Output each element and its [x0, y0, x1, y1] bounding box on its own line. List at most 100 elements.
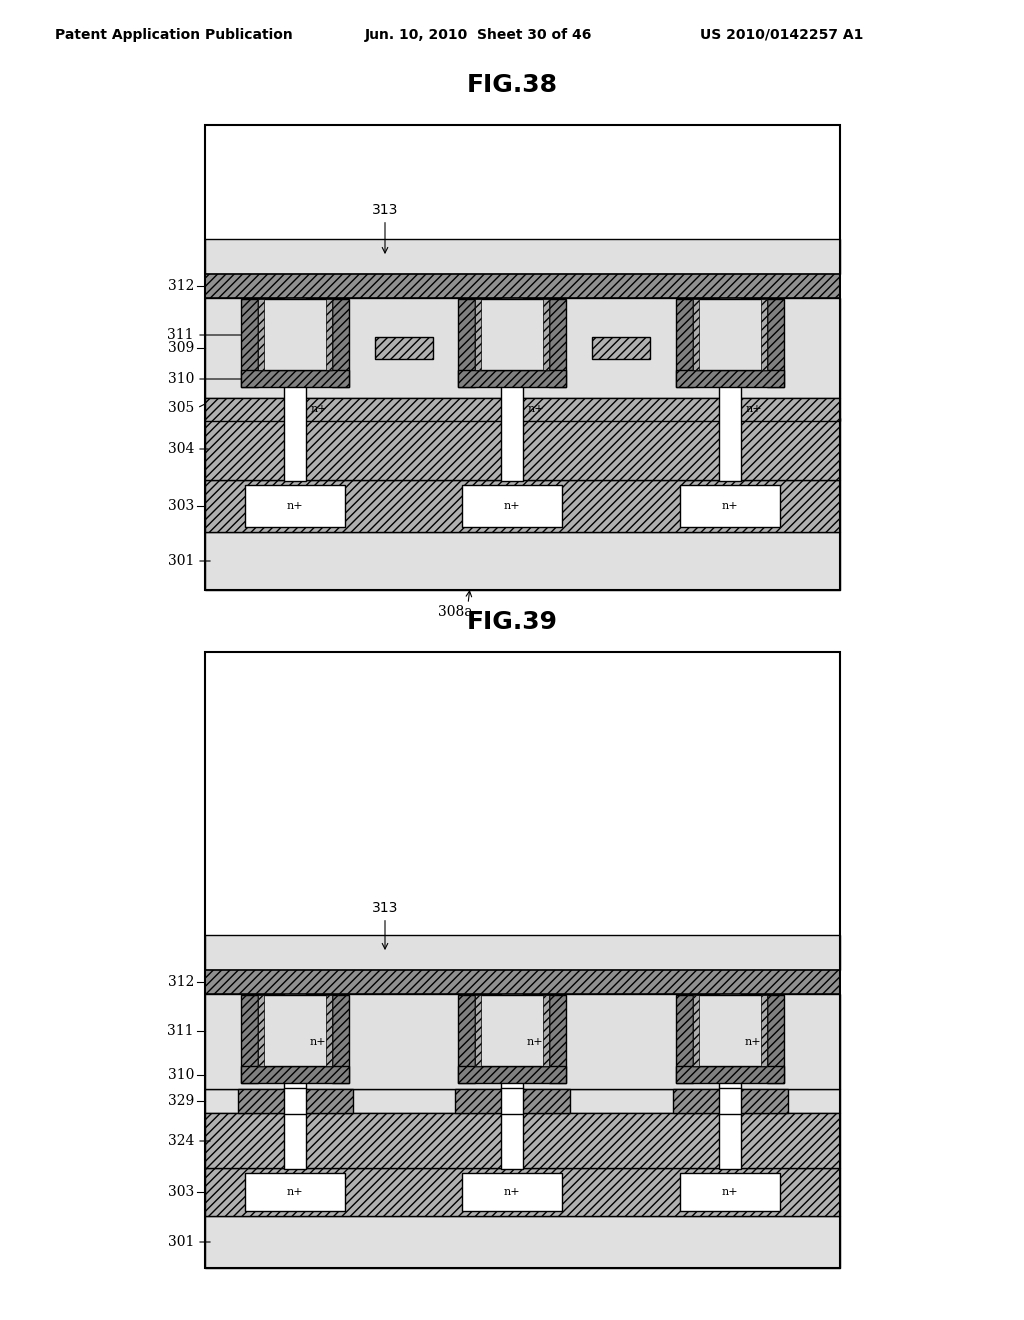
- Text: 305: 305: [168, 401, 194, 414]
- Text: 310: 310: [168, 1068, 194, 1082]
- Bar: [205, 994, 840, 1089]
- Bar: [761, 995, 767, 1067]
- Text: 301: 301: [168, 1236, 194, 1249]
- Bar: [475, 995, 549, 1067]
- Bar: [719, 993, 741, 1090]
- Bar: [719, 1111, 741, 1170]
- Bar: [549, 995, 566, 1082]
- Text: 310: 310: [168, 372, 194, 385]
- Bar: [205, 399, 840, 421]
- Bar: [543, 300, 549, 370]
- Bar: [205, 532, 840, 590]
- Bar: [205, 935, 840, 970]
- Bar: [205, 652, 840, 1269]
- Text: 304: 304: [168, 442, 194, 455]
- Text: 309: 309: [168, 341, 194, 355]
- Bar: [284, 297, 306, 480]
- Bar: [767, 995, 784, 1082]
- Bar: [693, 995, 767, 1067]
- Text: n+: n+: [528, 404, 545, 414]
- Text: 303: 303: [168, 1185, 194, 1199]
- Bar: [458, 300, 475, 387]
- Bar: [543, 995, 549, 1067]
- Bar: [258, 300, 332, 370]
- Bar: [501, 1088, 523, 1114]
- Bar: [458, 1067, 566, 1082]
- Bar: [284, 1111, 306, 1170]
- Bar: [205, 994, 840, 1089]
- Bar: [693, 300, 767, 370]
- Bar: [719, 1088, 741, 1114]
- Bar: [205, 275, 840, 298]
- Text: n+: n+: [527, 1038, 544, 1047]
- Bar: [592, 337, 650, 359]
- Bar: [676, 1067, 784, 1082]
- Bar: [676, 370, 784, 387]
- Text: Patent Application Publication: Patent Application Publication: [55, 28, 293, 42]
- Bar: [205, 125, 840, 590]
- Text: n+: n+: [504, 1187, 520, 1197]
- Bar: [680, 1173, 780, 1210]
- Bar: [205, 298, 840, 399]
- Bar: [258, 995, 332, 1067]
- Bar: [205, 935, 840, 970]
- Bar: [205, 1216, 840, 1269]
- Text: 313: 313: [372, 203, 398, 253]
- Bar: [241, 300, 258, 387]
- Bar: [205, 1168, 840, 1216]
- Text: US 2010/0142257 A1: US 2010/0142257 A1: [700, 28, 863, 42]
- Text: 312: 312: [168, 279, 194, 293]
- Text: 312: 312: [168, 975, 194, 989]
- Bar: [326, 300, 332, 370]
- Bar: [501, 297, 523, 480]
- Bar: [205, 532, 840, 590]
- Text: Jun. 10, 2010  Sheet 30 of 46: Jun. 10, 2010 Sheet 30 of 46: [365, 28, 592, 42]
- Bar: [693, 995, 767, 1067]
- Bar: [676, 300, 693, 387]
- Text: 313: 313: [372, 902, 398, 949]
- Bar: [241, 1067, 349, 1082]
- Text: n+: n+: [311, 404, 328, 414]
- Bar: [326, 995, 332, 1067]
- Bar: [284, 993, 306, 1090]
- Bar: [258, 995, 332, 1067]
- Bar: [205, 239, 840, 275]
- Text: n+: n+: [504, 502, 520, 511]
- Text: 308a: 308a: [437, 605, 472, 619]
- Bar: [475, 300, 549, 370]
- Bar: [205, 1089, 840, 1113]
- Bar: [205, 970, 840, 994]
- Bar: [475, 300, 549, 370]
- Text: 301: 301: [168, 554, 194, 568]
- Text: FIG.38: FIG.38: [467, 73, 557, 96]
- Bar: [258, 300, 264, 370]
- Bar: [458, 995, 475, 1082]
- Text: n+: n+: [287, 502, 303, 511]
- Bar: [284, 1088, 306, 1114]
- Bar: [205, 298, 840, 399]
- Text: n+: n+: [745, 1038, 762, 1047]
- Text: n+: n+: [722, 502, 738, 511]
- Bar: [332, 995, 349, 1082]
- Bar: [205, 418, 840, 480]
- Bar: [767, 300, 784, 387]
- Bar: [241, 370, 349, 387]
- Text: 303: 303: [168, 499, 194, 513]
- Bar: [462, 484, 562, 527]
- Bar: [462, 1173, 562, 1210]
- Text: n+: n+: [722, 1187, 738, 1197]
- Text: 311: 311: [168, 327, 194, 342]
- Bar: [680, 484, 780, 527]
- Bar: [455, 1089, 570, 1113]
- Bar: [501, 993, 523, 1090]
- Bar: [241, 995, 258, 1082]
- Bar: [205, 1089, 840, 1113]
- Bar: [549, 300, 566, 387]
- Bar: [693, 995, 699, 1067]
- Bar: [475, 995, 549, 1067]
- Bar: [205, 1113, 840, 1168]
- Text: 324: 324: [168, 1134, 194, 1148]
- Bar: [245, 484, 345, 527]
- Bar: [676, 995, 693, 1082]
- Bar: [245, 1173, 345, 1210]
